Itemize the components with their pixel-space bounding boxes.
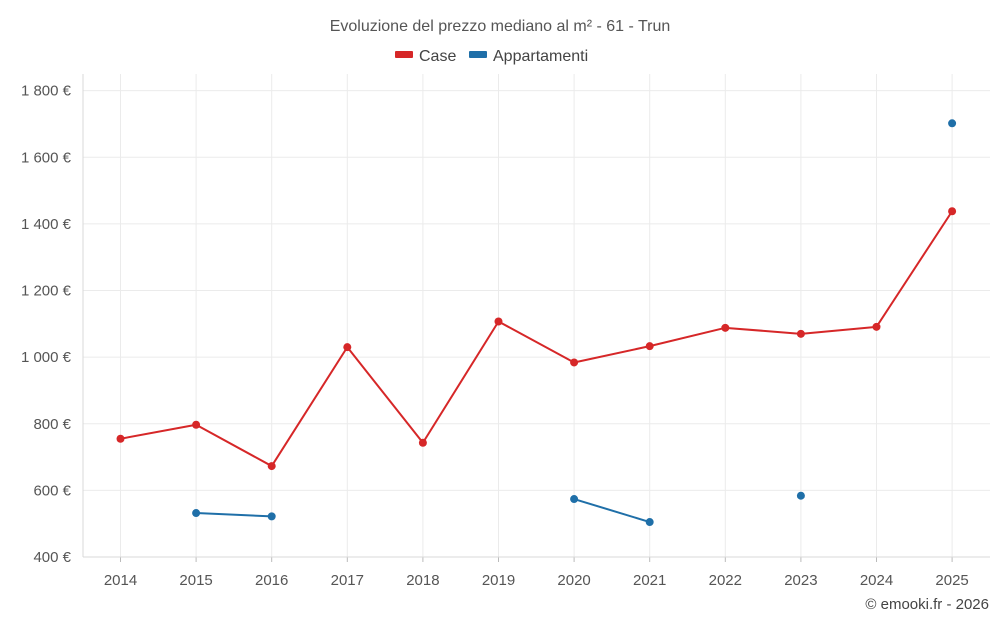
y-tick-label: 600 € <box>33 482 71 499</box>
data-point-case[interactable] <box>872 322 881 331</box>
series-line-appartamenti <box>573 498 650 523</box>
credit-text: © emooki.fr - 2026 <box>865 596 989 613</box>
data-point-case[interactable] <box>570 358 579 367</box>
x-tick-label: 2021 <box>633 572 666 589</box>
y-tick-label: 1 000 € <box>21 349 72 366</box>
x-axis-labels: 2014 2015 2016 2017 2018 2019 2020 2021 2022 2023… <box>104 572 969 589</box>
y-tick-label: 800 € <box>33 416 71 433</box>
x-tick-label: 2019 <box>482 572 515 589</box>
axes <box>82 74 990 562</box>
legend: Case Appartamenti <box>395 48 588 65</box>
x-tick-label: 2018 <box>406 572 439 589</box>
gridlines <box>83 74 990 557</box>
series-case <box>116 207 957 471</box>
series-line-appartamenti <box>196 512 272 518</box>
x-tick-label: 2016 <box>255 572 288 589</box>
data-point-appartamenti[interactable] <box>192 509 201 518</box>
data-point-case[interactable] <box>116 434 125 443</box>
y-tick-label: 1 800 € <box>21 83 72 100</box>
data-point-appartamenti[interactable] <box>570 495 579 504</box>
x-tick-label: 2017 <box>331 572 364 589</box>
legend-label-case[interactable]: Case <box>419 48 456 65</box>
data-point-case[interactable] <box>192 420 201 429</box>
data-point-case[interactable] <box>494 317 503 326</box>
data-point-case[interactable] <box>796 329 805 338</box>
data-point-case[interactable] <box>418 438 427 447</box>
data-point-appartamenti[interactable] <box>796 491 805 500</box>
legend-label-appartamenti[interactable]: Appartamenti <box>493 48 588 65</box>
data-point-appartamenti[interactable] <box>267 512 276 521</box>
data-point-appartamenti[interactable] <box>948 119 957 128</box>
x-tick-label: 2022 <box>709 572 742 589</box>
y-tick-label: 1 400 € <box>21 216 72 233</box>
data-point-case[interactable] <box>267 462 276 471</box>
data-point-case[interactable] <box>645 342 654 351</box>
x-tick-label: 2025 <box>935 572 968 589</box>
y-tick-label: 400 € <box>33 549 71 566</box>
chart-title: Evoluzione del prezzo mediano al m² - 61… <box>330 18 671 35</box>
series-line-case <box>120 210 953 468</box>
x-tick-label: 2014 <box>104 572 137 589</box>
data-point-case[interactable] <box>948 207 957 216</box>
y-axis-labels: 400 € 600 € 800 € 1 000 € 1 200 € 1 400 € 1 60… <box>21 83 72 566</box>
x-tick-label: 2015 <box>179 572 212 589</box>
legend-swatch-case <box>395 51 413 58</box>
x-tick-label: 2020 <box>557 572 590 589</box>
series-layer <box>116 119 957 527</box>
series-appartamenti <box>192 119 957 527</box>
x-tick-label: 2024 <box>860 572 893 589</box>
x-tick-label: 2023 <box>784 572 817 589</box>
y-tick-label: 1 600 € <box>21 149 72 166</box>
y-tick-label: 1 200 € <box>21 283 72 300</box>
legend-swatch-appartamenti <box>469 51 487 58</box>
data-point-case[interactable] <box>721 323 730 332</box>
data-point-appartamenti[interactable] <box>645 518 654 527</box>
data-point-case[interactable] <box>343 343 352 352</box>
